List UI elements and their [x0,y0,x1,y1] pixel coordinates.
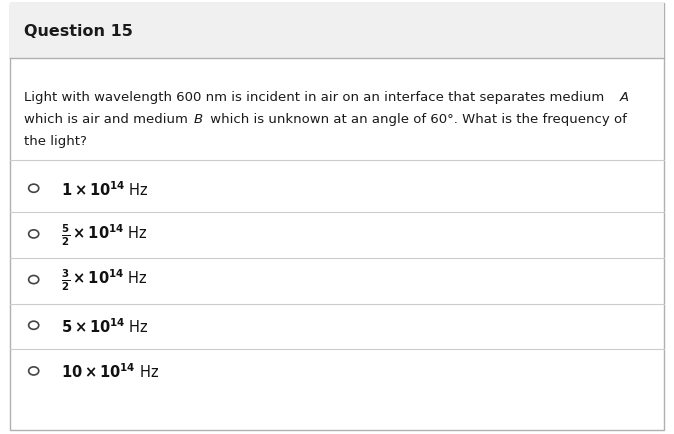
Text: the light?: the light? [24,135,86,148]
Text: $\mathbf{10 \times 10^{14}}$ Hz: $\mathbf{10 \times 10^{14}}$ Hz [61,362,159,380]
Text: Light with wavelength 600 nm is incident in air on an interface that separates m: Light with wavelength 600 nm is incident… [24,91,608,104]
Text: $\mathit{A}$: $\mathit{A}$ [619,91,630,104]
Text: $\mathbf{\frac{5}{2} \times 10^{14}}$ Hz: $\mathbf{\frac{5}{2} \times 10^{14}}$ Hz [61,222,148,247]
Text: which is air and medium: which is air and medium [24,113,191,126]
Text: $\mathbf{\frac{3}{2} \times 10^{14}}$ Hz: $\mathbf{\frac{3}{2} \times 10^{14}}$ Hz [61,267,148,293]
Text: which is unknown at an angle of 60°. What is the frequency of: which is unknown at an angle of 60°. Wha… [206,113,626,126]
Text: $\mathbf{1 \times 10^{14}}$ Hz: $\mathbf{1 \times 10^{14}}$ Hz [61,180,149,198]
Bar [10,4,664,59]
Text: Question 15: Question 15 [24,24,133,39]
Text: $\mathit{B}$: $\mathit{B}$ [193,113,204,126]
Text: $\mathbf{5 \times 10^{14}}$ Hz: $\mathbf{5 \times 10^{14}}$ Hz [61,316,149,335]
